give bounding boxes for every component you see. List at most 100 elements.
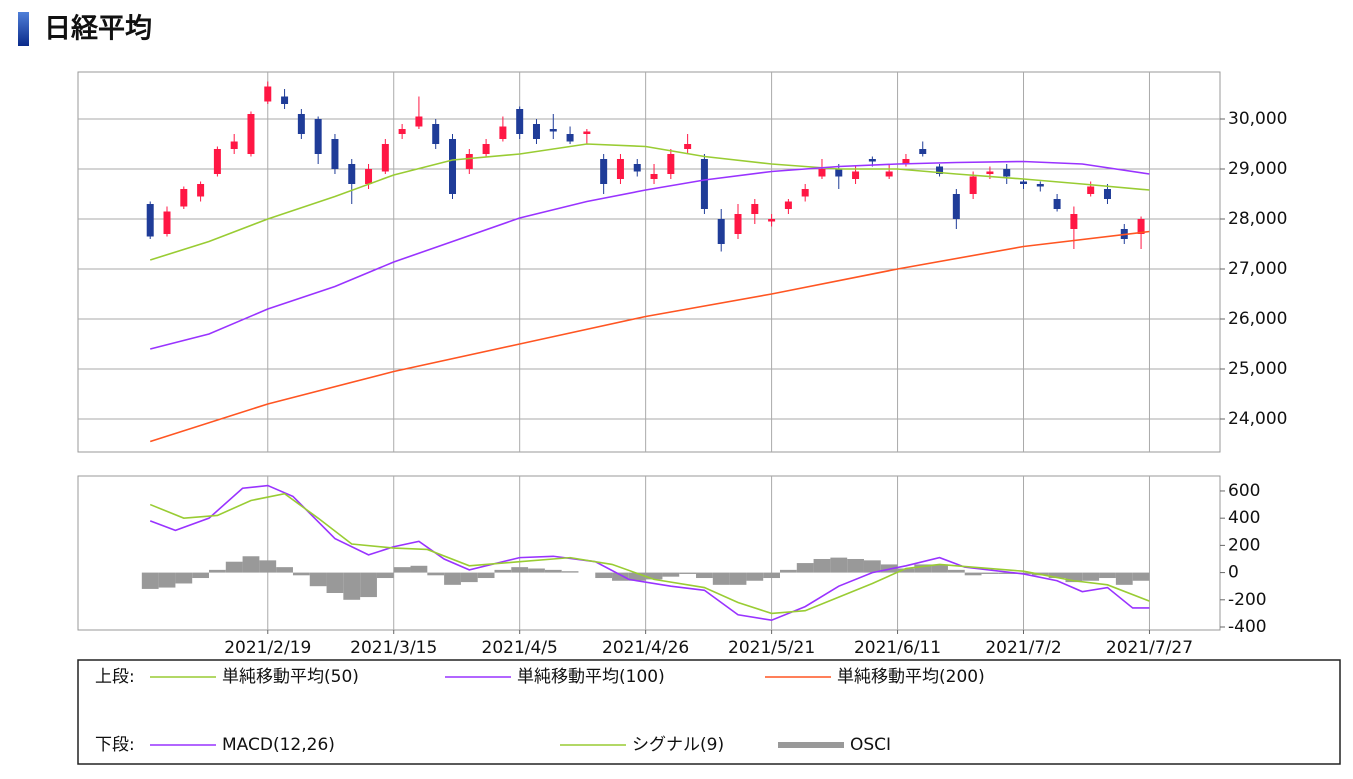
osci-bar bbox=[746, 572, 764, 581]
y-tick-label: 25,000 bbox=[1228, 359, 1287, 379]
osci-bar bbox=[460, 572, 478, 583]
osci-bar bbox=[410, 565, 428, 573]
osci-bar bbox=[360, 572, 377, 598]
candle-body bbox=[969, 176, 977, 194]
candle-body bbox=[432, 124, 440, 144]
legend-label: 単純移動平均(100) bbox=[517, 667, 665, 687]
candle-body bbox=[835, 169, 843, 177]
osci-bar bbox=[1082, 572, 1100, 581]
legend-label: OSCI bbox=[850, 735, 891, 755]
candle-body bbox=[717, 219, 725, 244]
osci-bar bbox=[158, 572, 176, 588]
candle-body bbox=[583, 131, 591, 134]
osci-bar bbox=[796, 563, 814, 573]
candle-body bbox=[1003, 169, 1011, 177]
candle-body bbox=[146, 204, 154, 237]
candle-body bbox=[163, 211, 171, 234]
series-line bbox=[149, 143, 1150, 261]
x-tick-label: 2021/4/26 bbox=[602, 638, 689, 658]
osci-bar bbox=[561, 571, 579, 573]
candle-body bbox=[902, 159, 910, 164]
y-tick-label: 26,000 bbox=[1228, 309, 1287, 329]
page-title: 日経平均 bbox=[44, 14, 152, 45]
osci-bar bbox=[326, 572, 344, 593]
x-tick-label: 2021/5/21 bbox=[728, 638, 815, 658]
legend-title: 上段: bbox=[95, 667, 135, 687]
series-line bbox=[149, 484, 1150, 622]
candle-body bbox=[1070, 214, 1078, 229]
osci-bar bbox=[1065, 572, 1083, 583]
osci-bar bbox=[712, 572, 730, 585]
osci-bar bbox=[444, 572, 461, 585]
candle-body bbox=[415, 116, 423, 127]
x-tick-label: 2021/2/19 bbox=[224, 638, 311, 658]
osci-bar bbox=[729, 572, 747, 585]
candle-body bbox=[465, 154, 473, 169]
candle-body bbox=[784, 201, 792, 209]
legend-title: 下段: bbox=[95, 735, 135, 755]
osci-bar bbox=[511, 567, 529, 573]
candle-body bbox=[365, 169, 373, 184]
osci-bar bbox=[376, 572, 394, 579]
osci-bar bbox=[393, 567, 411, 573]
candle-body bbox=[213, 149, 221, 174]
legend-label: シグナル(9) bbox=[632, 735, 724, 755]
candle-body bbox=[1020, 181, 1028, 184]
candle-body bbox=[1137, 219, 1145, 234]
candle-body bbox=[852, 171, 860, 179]
y-tick-label: 600 bbox=[1228, 481, 1260, 501]
osci-bar bbox=[175, 572, 193, 584]
candle-body bbox=[331, 139, 339, 169]
candle-body bbox=[919, 149, 927, 154]
osci-bar bbox=[141, 572, 159, 589]
candle-body bbox=[684, 144, 692, 149]
candle-body bbox=[197, 184, 205, 197]
legend-label: 単純移動平均(50) bbox=[222, 667, 359, 687]
osci-bar bbox=[645, 572, 663, 580]
candle-body bbox=[1036, 184, 1044, 187]
osci-bar bbox=[779, 569, 797, 573]
upper-panel bbox=[77, 71, 1221, 453]
candle-body bbox=[667, 154, 675, 174]
osci-bar bbox=[309, 572, 327, 587]
candle-body bbox=[936, 166, 944, 174]
x-tick-label: 2021/7/2 bbox=[985, 638, 1061, 658]
osci-bar bbox=[931, 564, 948, 573]
legend-label: MACD(12,26) bbox=[222, 735, 335, 755]
candle-body bbox=[549, 129, 557, 132]
osci-bar bbox=[494, 569, 512, 573]
osci-bar bbox=[427, 572, 445, 576]
candle-body bbox=[499, 126, 507, 139]
candle-body bbox=[1103, 189, 1111, 199]
osci-bar bbox=[679, 572, 697, 574]
candle-body bbox=[751, 204, 759, 214]
osci-bar bbox=[763, 572, 780, 579]
osci-bar bbox=[964, 572, 982, 576]
x-tick-label: 2021/7/27 bbox=[1106, 638, 1193, 658]
osci-bar bbox=[477, 572, 495, 579]
osci-bar bbox=[343, 572, 361, 600]
y-tick-label: 24,000 bbox=[1228, 409, 1287, 429]
candle-body bbox=[297, 114, 305, 134]
osci-bar bbox=[662, 572, 680, 577]
legend-label: 単純移動平均(200) bbox=[837, 667, 985, 687]
osci-bar bbox=[830, 557, 848, 573]
osci-bar bbox=[276, 567, 293, 573]
candle-body bbox=[247, 114, 255, 154]
candle-body bbox=[700, 159, 708, 209]
osci-bar bbox=[813, 558, 831, 573]
osci-bar bbox=[544, 569, 562, 573]
osci-bar bbox=[998, 572, 1016, 574]
candle-body bbox=[398, 129, 406, 134]
y-tick-label: 200 bbox=[1228, 535, 1260, 555]
candle-body bbox=[281, 96, 289, 104]
x-tick-label: 2021/6/11 bbox=[854, 638, 941, 658]
y-tick-label: -400 bbox=[1228, 617, 1267, 637]
candle-body bbox=[868, 159, 876, 162]
candle-body bbox=[801, 189, 809, 197]
y-tick-label: -200 bbox=[1228, 590, 1267, 610]
series-line bbox=[149, 230, 1150, 443]
osci-bar bbox=[863, 560, 881, 573]
candle-body bbox=[180, 189, 188, 207]
